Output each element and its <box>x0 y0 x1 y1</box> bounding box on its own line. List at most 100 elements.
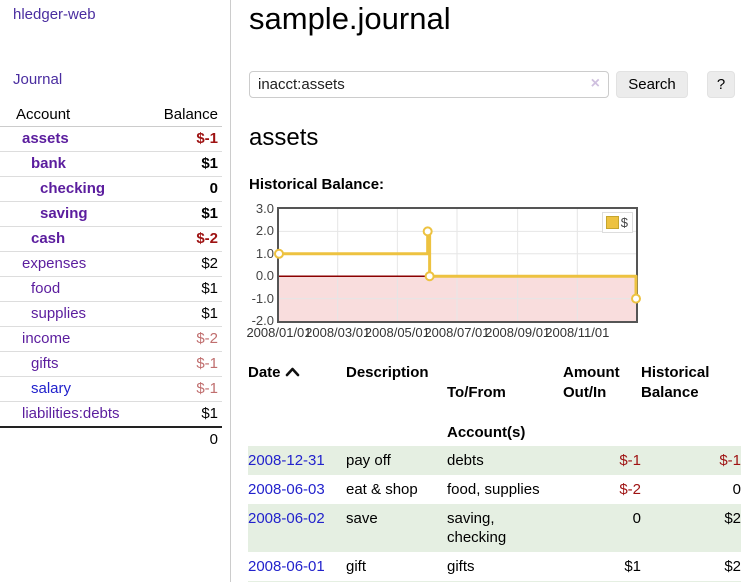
accounts-total-balance: 0 <box>149 426 222 452</box>
account-name-cell: salary <box>0 377 149 402</box>
transaction-date-link[interactable]: 2008-06-03 <box>248 481 325 498</box>
transaction-date-link[interactable]: 2008-12-31 <box>248 452 325 469</box>
transaction-accounts: debts <box>447 452 484 469</box>
account-row: saving $1 <box>0 201 222 227</box>
account-balance: $-2 <box>196 230 218 247</box>
transaction-date-link[interactable]: 2008-06-01 <box>248 558 325 575</box>
transaction-date-cell: 2008-06-03 <box>248 475 346 504</box>
account-balance: 0 <box>209 180 218 197</box>
account-name-cell: bank <box>0 152 149 177</box>
register-header-date[interactable]: Date <box>248 361 346 446</box>
transaction-description: gift <box>346 558 367 575</box>
sidebar-item-journal[interactable]: Journal <box>13 71 63 88</box>
search-form: × Search ? <box>249 71 735 98</box>
account-name-cell: expenses <box>0 252 149 277</box>
transaction-amount: $-2 <box>619 481 641 498</box>
page-title: sample.journal <box>249 1 451 36</box>
transaction-historical-balance: $2 <box>724 558 741 575</box>
account-name-cell: saving <box>0 202 149 227</box>
account-name-cell: assets <box>0 127 149 152</box>
sidebar-account-link[interactable]: food <box>31 280 61 297</box>
transaction-accounts: food, supplies <box>447 481 540 498</box>
accounts-header-account: Account <box>0 103 150 127</box>
account-row: salary $-1 <box>0 376 222 402</box>
y-axis-tick-label: -2.0 <box>251 313 274 328</box>
x-axis-tick-label: 2008/05/01 <box>364 325 430 340</box>
account-name-cell: checking <box>0 177 149 202</box>
legend-label: $ <box>620 215 628 230</box>
transaction-date-cell: 2008-06-01 <box>248 552 346 581</box>
sidebar-account-link[interactable]: expenses <box>22 255 87 272</box>
account-balance: $1 <box>201 405 218 422</box>
account-balance: $-2 <box>196 330 218 347</box>
account-row: food $1 <box>0 276 222 302</box>
register-header-description-label: Description <box>346 364 429 381</box>
accounts-total-spacer <box>0 426 150 452</box>
sidebar-account-link[interactable]: liabilities:debts <box>22 405 120 422</box>
transaction-description: save <box>346 510 378 527</box>
sidebar-account-link[interactable]: assets <box>22 130 69 147</box>
account-row: expenses $2 <box>0 251 222 277</box>
account-row: income $-2 <box>0 326 222 352</box>
transaction-accounts: saving, checking <box>447 510 507 546</box>
y-axis-tick-label: 2.0 <box>255 223 274 239</box>
account-name-cell: gifts <box>0 352 149 377</box>
sidebar-account-link[interactable]: checking <box>40 180 106 197</box>
register-header-balance-line1: Historical <box>641 364 710 381</box>
account-name-cell: food <box>0 277 149 302</box>
search-input[interactable] <box>249 71 609 98</box>
account-row: cash $-2 <box>0 226 222 252</box>
y-axis-tick-label: 3.0 <box>255 201 274 216</box>
sidebar-account-link[interactable]: income <box>22 330 71 347</box>
register-header-balance-line2: Balance <box>641 384 699 401</box>
register-body: 2008-12-31 pay off debts $-1 $-1 2008-06-03 ea… <box>248 446 741 582</box>
accounts-header-balance: Balance <box>149 103 222 127</box>
data-point-marker <box>274 248 284 259</box>
clear-search-icon[interactable]: × <box>590 75 600 92</box>
search-button[interactable]: Search <box>616 71 688 98</box>
sidebar: hledger-web Journal Account Balance asse… <box>0 0 231 582</box>
sidebar-account-link[interactable]: bank <box>31 155 67 172</box>
brand-link[interactable]: hledger-web <box>13 6 96 23</box>
data-point-marker <box>424 271 435 282</box>
x-axis-tick-label: 2008/07/01 <box>424 325 490 340</box>
x-axis-tick-label: 2008/09/01 <box>485 325 551 340</box>
legend-swatch-icon <box>605 216 619 229</box>
transaction-amount: $1 <box>624 558 641 575</box>
register-header-description: Description <box>346 361 447 446</box>
register-header-balance: Historical Balance <box>641 361 741 446</box>
sidebar-account-link[interactable]: supplies <box>31 305 87 322</box>
account-row: assets $-1 <box>0 127 222 152</box>
transaction-date-cell: 2008-12-31 <box>248 446 346 475</box>
register-row: 2008-06-03 eat & shop food, supplies $-2 0 <box>248 475 741 504</box>
sidebar-account-link[interactable]: saving <box>40 205 88 222</box>
account-name-cell: liabilities:debts <box>0 402 149 428</box>
sort-asc-icon <box>285 367 299 377</box>
chart-canvas <box>274 209 641 321</box>
chart-legend: $ <box>601 212 633 233</box>
sidebar-account-link[interactable]: gifts <box>31 355 59 372</box>
x-axis-tick-label: 2008/03/01 <box>305 325 371 340</box>
register-table: Date Description To/From Account(s) Amou… <box>248 361 741 582</box>
chart-plot-area: $ <box>274 207 641 323</box>
register-header-accounts-line1: To/From <box>447 384 506 401</box>
y-axis-tick-label: 0.0 <box>255 268 274 284</box>
account-balance: $1 <box>201 305 218 322</box>
y-axis-tick-label: 1.0 <box>255 245 274 261</box>
sidebar-account-link[interactable]: cash <box>31 230 66 247</box>
account-balance: $1 <box>201 280 218 297</box>
help-button[interactable]: ? <box>707 71 735 98</box>
transaction-historical-balance: $2 <box>724 510 741 527</box>
account-balance: $2 <box>201 255 218 272</box>
account-balance: $1 <box>201 205 218 222</box>
register-header-amount-line2: Out/In <box>563 384 607 401</box>
sidebar-account-link[interactable]: salary <box>31 380 72 397</box>
x-axis-tick-label: 2008/11/01 <box>545 325 610 340</box>
data-point-marker <box>631 293 641 304</box>
data-point-marker <box>422 226 433 237</box>
y-axis-tick-label: -1.0 <box>251 290 274 306</box>
transaction-date-link[interactable]: 2008-06-02 <box>248 510 325 527</box>
account-balance: $-1 <box>196 380 218 397</box>
register-row: 2008-12-31 pay off debts $-1 $-1 <box>248 446 741 475</box>
